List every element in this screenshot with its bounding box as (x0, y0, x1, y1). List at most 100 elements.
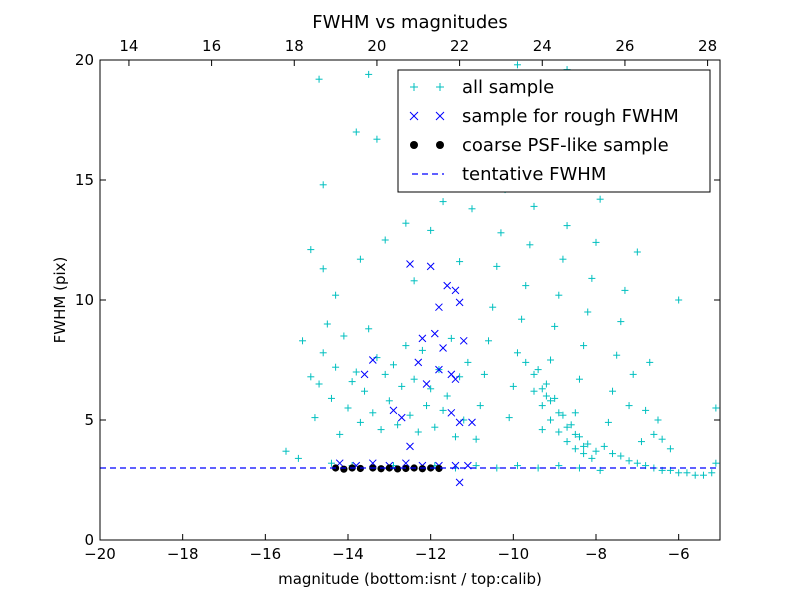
legend-marker-a-1 (409, 111, 419, 121)
y-tick-label-2: 10 (75, 291, 94, 309)
point-0-121 (538, 402, 546, 410)
point-0-147 (691, 471, 699, 479)
point-0-4 (319, 349, 327, 357)
point-0-15 (365, 325, 373, 333)
point-0-56 (472, 435, 480, 443)
point-0-43 (373, 135, 381, 143)
point-0-70 (530, 202, 538, 210)
point-0-101 (658, 435, 666, 443)
point-0-30 (427, 385, 435, 393)
point-0-97 (642, 406, 650, 414)
point-0-51 (410, 277, 418, 285)
point-0-93 (625, 402, 633, 410)
point-0-96 (637, 438, 645, 446)
point-1-21 (468, 418, 476, 427)
point-0-68 (522, 282, 530, 290)
point-0-138 (617, 452, 625, 460)
point-0-89 (609, 387, 617, 395)
point-0-6 (327, 394, 335, 402)
point-1-19-b (447, 408, 456, 417)
point-0-133 (563, 423, 571, 431)
x-tick-label-1: −18 (167, 545, 199, 563)
point-0-33 (439, 406, 447, 414)
point-1-16-b (451, 375, 460, 384)
x-tick-label-2: −16 (250, 545, 282, 563)
point-0-83 (584, 308, 592, 316)
point-0-112 (534, 366, 542, 374)
point-0-36 (451, 433, 459, 441)
point-0-17 (373, 354, 381, 362)
point-0-105 (513, 61, 521, 69)
point-1-14 (360, 370, 369, 379)
point-0-128 (522, 358, 530, 366)
point-1-0 (406, 260, 414, 268)
point-0-85 (592, 238, 600, 246)
point-1-7-b (430, 329, 439, 338)
point-0-120 (530, 387, 538, 395)
point-0-82 (580, 342, 588, 350)
point-0-34 (443, 392, 451, 400)
point-1-17 (389, 406, 398, 415)
point-0-84 (588, 274, 596, 282)
point-0-80 (571, 409, 579, 417)
point-1-12-b (435, 365, 443, 374)
legend-marker-a-0 (410, 83, 418, 91)
point-1-15-b (422, 380, 431, 388)
point-0-73 (542, 392, 550, 400)
point-0-14 (361, 387, 369, 395)
point-0-153 (294, 454, 302, 462)
point-2-5 (377, 465, 385, 473)
point-0-114 (551, 394, 559, 402)
x-tick-label-4: −12 (415, 545, 447, 563)
chart-title: FWHM vs magnitudes (312, 12, 507, 33)
legend-label-1: sample for rough FWHM (462, 106, 679, 127)
y-tick-label-4: 20 (75, 51, 94, 69)
point-0-78 (563, 222, 571, 230)
point-1-23-b (455, 478, 464, 487)
point-1-18-b (397, 413, 406, 422)
top-tick-label-0: 14 (119, 37, 138, 55)
point-0-81 (575, 375, 583, 383)
point-0-8 (336, 430, 344, 438)
x-tick-label-0: −20 (84, 545, 116, 563)
legend-marker-a-2 (410, 141, 418, 149)
point-1-6-b (418, 334, 427, 343)
point-0-21 (389, 361, 397, 369)
legend-marker-a-1-b (409, 111, 419, 121)
point-1-2-b (443, 281, 452, 290)
point-0-98 (646, 358, 654, 366)
point-1-9 (459, 336, 468, 345)
point-0-75 (551, 322, 559, 330)
point-0-86 (596, 195, 604, 203)
point-1-22 (406, 442, 414, 451)
point-1-14-b (360, 370, 369, 379)
point-0-134 (571, 430, 579, 438)
point-0-47 (332, 291, 340, 299)
top-tick-label-2: 18 (285, 37, 304, 55)
point-1-28-b (402, 459, 410, 468)
point-0-132 (555, 409, 563, 417)
y-tick-label-3: 15 (75, 171, 94, 189)
point-0-95 (633, 248, 641, 256)
x-tick-label-3: −14 (332, 545, 364, 563)
point-0-113 (542, 380, 550, 388)
point-0-62 (497, 229, 505, 237)
series-1 (335, 260, 476, 487)
point-0-54 (456, 258, 464, 266)
point-1-28 (402, 459, 410, 468)
point-0-40 (315, 75, 323, 83)
point-2-7 (394, 465, 402, 473)
point-0-13 (356, 418, 364, 426)
point-0-46 (319, 265, 327, 273)
point-0-77 (559, 255, 567, 263)
point-1-12 (435, 365, 443, 374)
legend-marker-b-1-b (435, 111, 445, 121)
point-1-0-b (406, 260, 414, 268)
point-1-21-b (468, 418, 476, 427)
point-0-28 (418, 346, 426, 354)
point-0-69 (526, 241, 534, 249)
point-0-59 (485, 337, 493, 345)
point-0-127 (588, 454, 596, 462)
point-0-119 (592, 447, 600, 455)
point-0-61 (493, 262, 501, 270)
